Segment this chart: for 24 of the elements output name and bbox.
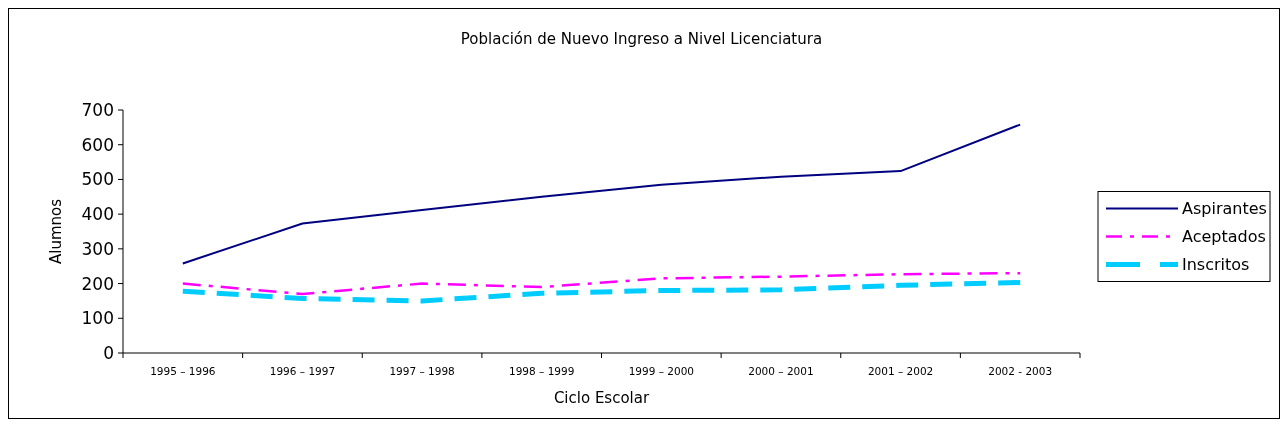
x-tick-label: 2001 – 2002 bbox=[867, 365, 934, 377]
x-tick-label: 1999 – 2000 bbox=[628, 365, 694, 377]
y-tick-label: 300 bbox=[81, 238, 114, 259]
y-tick-label: 600 bbox=[81, 134, 114, 155]
line-series bbox=[181, 271, 1022, 296]
y-axis-title: Alumnos bbox=[47, 198, 65, 265]
y-tick-label: 500 bbox=[81, 169, 114, 190]
y-tick-label: 100 bbox=[81, 308, 114, 329]
x-axis-title: Ciclo Escolar bbox=[553, 389, 650, 407]
y-tick-label: 400 bbox=[81, 204, 114, 225]
y-tick-label: 200 bbox=[81, 273, 114, 294]
x-tick-label: 1997 – 1998 bbox=[389, 365, 455, 377]
legend-label: Inscritos bbox=[1182, 255, 1250, 275]
x-tick-label: 2002 - 2003 bbox=[988, 365, 1053, 377]
x-tick-label: 1996 – 1997 bbox=[269, 365, 336, 377]
x-tick-label: 1995 – 1996 bbox=[150, 365, 216, 377]
y-tick-label: 700 bbox=[81, 99, 114, 120]
chart-title: Población de Nuevo Ingreso a Nivel Licenciatura bbox=[460, 30, 823, 48]
x-tick-label: 1998 – 1999 bbox=[509, 365, 575, 377]
legend-label: Aspirantes bbox=[1182, 199, 1267, 219]
x-tick-label: 2000 – 2001 bbox=[748, 365, 814, 377]
line-series bbox=[181, 123, 1022, 265]
y-tick-label: 0 bbox=[103, 342, 114, 363]
legend-label: Aceptados bbox=[1182, 227, 1266, 247]
